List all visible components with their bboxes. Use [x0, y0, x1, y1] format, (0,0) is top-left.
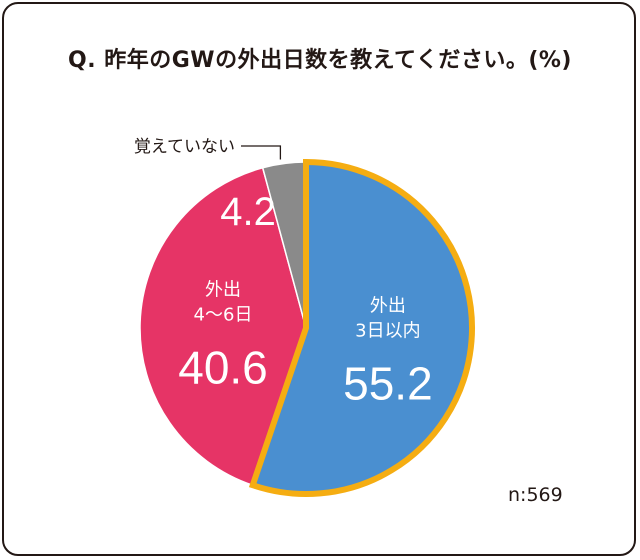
- slice-name-label-0-line-1: 3日以内: [355, 321, 420, 342]
- slice-name-label-1-line-0: 外出: [205, 279, 241, 300]
- leader-line: [241, 145, 282, 160]
- slice-name-label-1-line-1: 4〜6日: [194, 304, 253, 325]
- slice-value-label-0: 55.2: [343, 358, 433, 410]
- pie-slice-0-highlighted: [248, 158, 475, 497]
- sample-size-label: n:569: [508, 484, 563, 506]
- slice-value-label-1: 40.6: [178, 341, 268, 393]
- pie-slice-1: [139, 166, 307, 487]
- slice-name-label-2: 覚えていない: [134, 137, 235, 157]
- slice-name-label-0-line-0: 外出: [370, 296, 406, 317]
- slice-value-label-2: 4.2: [220, 190, 276, 234]
- chart-title: Q. 昨年のGWの外出日数を教えてください。(%): [68, 48, 572, 73]
